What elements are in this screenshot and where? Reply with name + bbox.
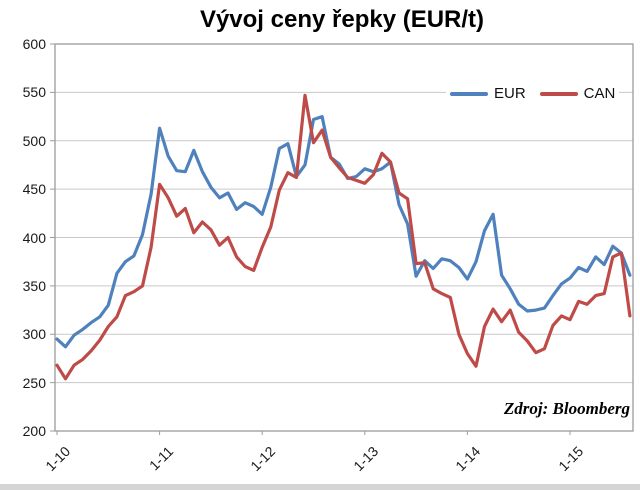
legend-label-eur: EUR [494,85,526,102]
y-tick-label-400: 400 [22,229,46,246]
chart-title: Vývoj ceny řepky (EUR/t) [199,6,485,33]
y-tick-label-600: 600 [22,36,46,52]
y-tick-label-250: 250 [22,374,46,391]
eur-line-swatch [450,91,488,96]
legend: EUR CAN [446,83,620,104]
legend-item-can: CAN [539,85,616,102]
series-line-can [55,93,632,381]
y-tick-label-450: 450 [22,181,46,198]
y-tick-label-200: 200 [22,423,46,439]
plot-border [54,43,634,432]
y-tick-label-350: 350 [22,277,46,294]
legend-label-can: CAN [583,85,616,102]
source-note: Zdroj: Bloomberg [503,399,630,418]
bottom-border-strip [0,484,640,490]
series-line-eur [55,114,632,349]
can-line-swatch [539,91,578,96]
y-tick-label-300: 300 [22,326,46,343]
y-tick-label-550: 550 [22,84,46,101]
legend-item-eur: EUR [450,85,526,102]
y-tick-label-500: 500 [22,132,46,149]
